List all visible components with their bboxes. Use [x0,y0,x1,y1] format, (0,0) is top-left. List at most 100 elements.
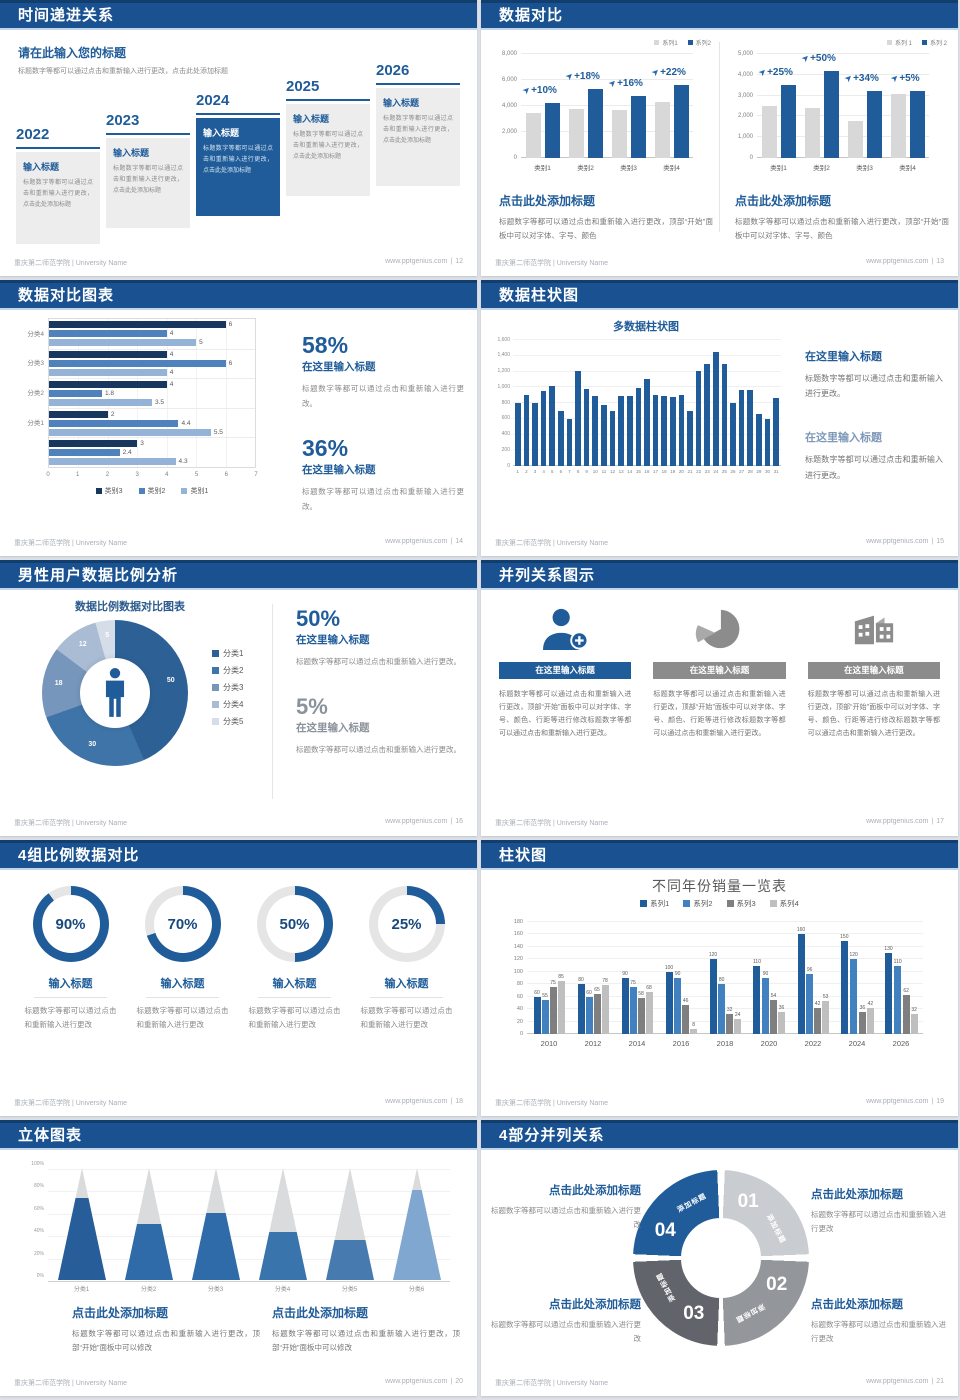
x-tick-label: 14 [627,469,633,474]
slide-21-four-part-cycle[interactable]: 4部分并列关系 01 添加标题 02 添加标题 03 添加标题 04 添加标题 点击此处添加标… [481,1120,958,1396]
ring-title: 输入标题 [272,978,317,990]
timeline-item[interactable]: 2025 输入标题 标题数字等都可以通过点击和重新输入进行更改，点击此处添加标题 [286,78,370,196]
timeline-item[interactable]: 2022 输入标题 标题数字等都可以通过点击和重新输入进行更改，点击此处添加标题 [16,126,100,244]
gridline [521,53,693,54]
ring-cell[interactable]: 70% 输入标题 标题数字等都可以通过点击和重新输入进行更改 [137,886,229,1032]
parallel-card[interactable]: 在这里输入标题 标题数字等都可以通过点击和重新输入进行更改，顶部“开始”面板中可以… [807,600,940,741]
legend-label: 类别3 [104,488,123,495]
bar [747,390,754,466]
bar [532,403,538,466]
growth-annotation: ➤+22% [649,62,686,80]
bar [618,395,624,466]
bar [49,360,226,368]
cone [323,1166,377,1282]
x-tick-label: 26 [730,469,736,474]
gridline [521,131,693,132]
bar-group: 130 110 62 32 [879,922,923,1034]
legend-swatch [212,718,219,725]
slide-14-hbar-chart[interactable]: 数据对比图表 6 4 5 4 6 4 4 1.8 3.5 2 4.4 5.5 3 2.4 4.3 分类4 分类3… [0,280,477,556]
footer-site: www.pptgenius.com | 20 [382,1378,463,1385]
x-tick-label: 2018 [716,1039,734,1048]
legend-item: 分类1 [212,648,243,659]
bar-value-label: 80 [578,977,584,984]
bar [637,997,645,1034]
bar [49,351,167,359]
bar [804,108,820,158]
slide-12-timeline[interactable]: 时间递进关系 请在此输入您的标题 标题数字等都可以通过点击和重新输入进行更改，点… [0,0,477,276]
y-tick-label: 0 [513,155,517,161]
x-tick-label: 11 [601,469,607,474]
bar-value-label: 6 [228,321,233,329]
x-tick-label: 2010 [540,1039,558,1048]
parallel-card[interactable]: 在这里输入标题 标题数字等都可以通过点击和重新输入进行更改，顶部“开始”面板中可以… [499,600,632,741]
ring-cell[interactable]: 90% 输入标题 标题数字等都可以通过点击和重新输入进行更改 [25,886,117,1032]
gridline [513,339,781,340]
footer-site-url: www.pptgenius.com [866,538,929,545]
footer-school: 重庆第二师范学院 | University Name [495,1100,609,1107]
slide-15-column-chart[interactable]: 数据柱状图 多数据柱状图 0 200 400 600 800 1,000 1,200 1,40… [481,280,958,556]
y-tick-label: 2,000 [737,113,753,120]
chart-title: 多数据柱状图 [613,321,679,333]
bar [814,1007,822,1034]
slide-18-progress-rings[interactable]: 4组比例数据对比 90% 输入标题 标题数字等都可以通过点击和重新输入进行更改 70%… [0,840,477,1116]
bar-group: ➤+16% [606,54,650,158]
bar-value-label: 85 [558,974,564,981]
slide-17-parallel-cards[interactable]: 并列关系图示 在这里输入标题 标题数字等都可以通过点击和重新输入进行更改，顶部“开… [481,560,958,836]
parallel-card[interactable]: 在这里输入标题 标题数字等都可以通过点击和重新输入进行更改，顶部“开始”面板中可以… [653,600,786,741]
bar [669,396,676,466]
y-tick-label: 600 [501,415,510,422]
timeline-item[interactable]: 2024 输入标题 标题数字等都可以通过点击和重新输入进行更改，点击此处添加标题 [196,92,280,216]
bar-column: 150 [840,922,849,1034]
x-tick-label: 5 [194,472,199,478]
bar-group: 90 75 58 68 [615,922,659,1034]
bar-group-row: 2 4.4 5.5 [49,407,255,438]
legend-label: 类别1 [190,488,209,495]
x-tick-label: 类别3 [620,165,637,172]
growth-value: +34% [853,73,879,85]
footer-school: 重庆第二师范学院 | University Name [14,1380,128,1387]
timeline-box: 输入标题 标题数字等都可以通过点击和重新输入进行更改，点击此处添加标题 [106,138,190,228]
ring-hole: 70% [153,895,212,953]
x-axis-labels: 2010 2012 2014 2016 2018 2020 2022 2024 2026 [527,1039,923,1048]
bar [49,389,102,397]
slide-body: 系列1 系列2 0 2,000 4,000 6,000 8,000 ➤+10% ➤+18% ➤+1… [481,30,958,255]
cone [55,1166,109,1282]
ring-cell[interactable]: 50% 输入标题 标题数字等都可以通过点击和重新输入进行更改 [249,886,341,1032]
bar-column: 90 [674,922,682,1034]
ring-divider [145,997,220,998]
y-tick-label: 4,000 [737,71,753,78]
growth-annotation: ➤+16% [606,73,643,91]
x-tick-label: 22 [696,469,702,474]
timeline-year: 2026 [376,62,410,79]
x-axis-labels: 类别1 类别2 类别3 类别4 [757,162,929,172]
callout-body: 标题数字等都可以通过点击和重新输入进行更改 [491,1206,641,1230]
bar-column: 42 [814,922,822,1034]
ring-title: 输入标题 [48,978,93,990]
slide-footer: 重庆第二师范学院 | University Name www.pptgenius… [0,1375,477,1396]
ring-cell[interactable]: 25% 输入标题 标题数字等都可以通过点击和重新输入进行更改 [361,886,453,1032]
column-chart: 0 200 400 600 800 1,000 1,200 1,400 1,600 1 2 3 4 5 6 7… [497,337,781,474]
stat-block: 58% 在这里输入标题 标题数字等都可以通过点击和重新输入进行更改。 [302,332,464,411]
bar [726,1014,734,1034]
slide-19-year-bar-chart[interactable]: 柱状图 不同年份销量一览表 系列1 系列2 系列3 系列4 0 20 40 60 80 100 1… [481,840,958,1116]
x-tick-label: 16 [644,469,650,474]
slide-16-donut-analysis[interactable]: 男性用户数据比例分析 数据比例数据对比图表 50 30 18 12 5 分类1 分类2 分类… [0,560,477,836]
legend-item: 分类2 [212,665,243,676]
y-tick-label: 1,200 [497,368,510,374]
bar [541,999,549,1034]
bar-group: 60 55 75 85 [527,922,571,1034]
timeline-item[interactable]: 2026 输入标题 标题数字等都可以通过点击和重新输入进行更改，点击此处添加标题 [376,62,460,186]
bar-line: 6 [49,360,255,368]
bar-value-label: 5.5 [213,428,223,436]
slide-20-cone-chart[interactable]: 立体图表 0% 20% 40% 60% 80% 100% 分类1 分类2 分类3 分类4 分类5 分类… [0,1120,477,1396]
caption-title: 点击此处添加标题 [272,1306,369,1320]
bar-column: 68 [645,922,653,1034]
timeline-box: 输入标题 标题数字等都可以通过点击和重新输入进行更改，点击此处添加标题 [196,118,280,216]
ring-hole: 50% [265,895,324,953]
slide-footer: 重庆第二师范学院 | University Name www.pptgenius… [0,535,477,556]
slide-13-data-compare[interactable]: 数据对比 系列1 系列2 0 2,000 4,000 6,000 8,000 ➤+10% ➤+1… [481,0,958,276]
segment-label: 添加标题 [764,1213,786,1245]
bar-line: 4 [49,380,255,388]
timeline-item[interactable]: 2023 输入标题 标题数字等都可以通过点击和重新输入进行更改，点击此处添加标题 [106,112,190,228]
